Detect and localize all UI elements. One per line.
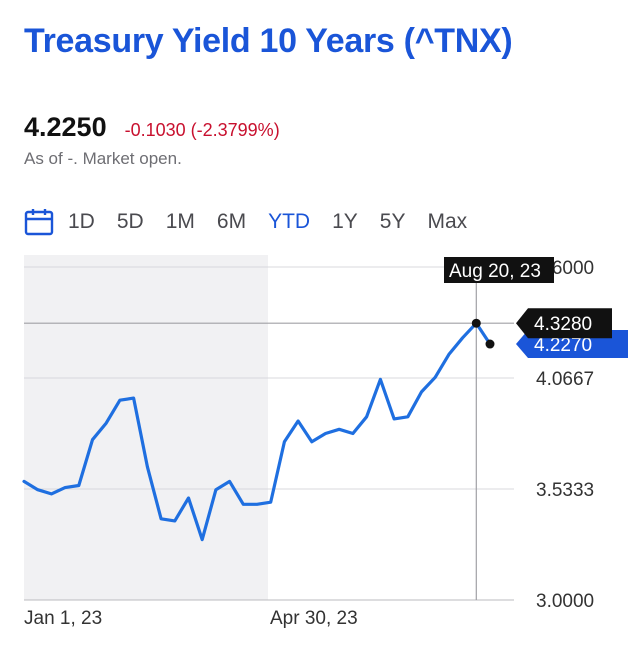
range-selector: 1D 5D 1M 6M YTD 1Y 5Y Max — [24, 205, 489, 239]
range-tab-6m[interactable]: 6M — [216, 210, 247, 233]
current-value-label: 4.2270 — [534, 335, 592, 356]
range-tab-5y[interactable]: 5Y — [379, 210, 406, 233]
last-point-marker — [485, 339, 495, 349]
x-tick-label: Jan 1, 23 — [24, 608, 102, 629]
y-tick-label: 4.0667 — [536, 369, 594, 390]
tooltip-value-label: 4.3280 — [534, 314, 592, 335]
shaded-period — [24, 255, 268, 600]
range-tab-1m[interactable]: 1M — [165, 210, 195, 233]
calendar-icon[interactable] — [24, 208, 54, 236]
market-status: As of -. Market open. — [24, 149, 182, 168]
x-tick-label: Apr 30, 23 — [270, 608, 358, 629]
y-tick-label: 3.0000 — [536, 591, 594, 612]
range-tab-ytd[interactable]: YTD — [268, 210, 311, 233]
current-price: 4.2250 — [24, 112, 107, 142]
series-line — [22, 321, 492, 542]
range-tab-5d[interactable]: 5D — [116, 210, 144, 233]
tooltip-date-label: Aug 20, 23 — [449, 261, 541, 282]
range-tab-1y[interactable]: 1Y — [332, 210, 358, 233]
quote-summary: 4.2250 -0.1030 (-2.3799%) — [24, 112, 280, 143]
page-title: Treasury Yield 10 Years (^TNX) — [24, 22, 513, 60]
tooltip-date-badge — [444, 257, 554, 283]
range-tab-1d[interactable]: 1D — [68, 210, 95, 233]
y-tick-label: 3.5333 — [536, 480, 594, 501]
tooltip-point-marker — [471, 318, 481, 328]
price-change: -0.1030 (-2.3799%) — [124, 120, 280, 140]
range-tab-max[interactable]: Max — [427, 210, 468, 233]
tooltip-value-badge — [516, 308, 612, 339]
